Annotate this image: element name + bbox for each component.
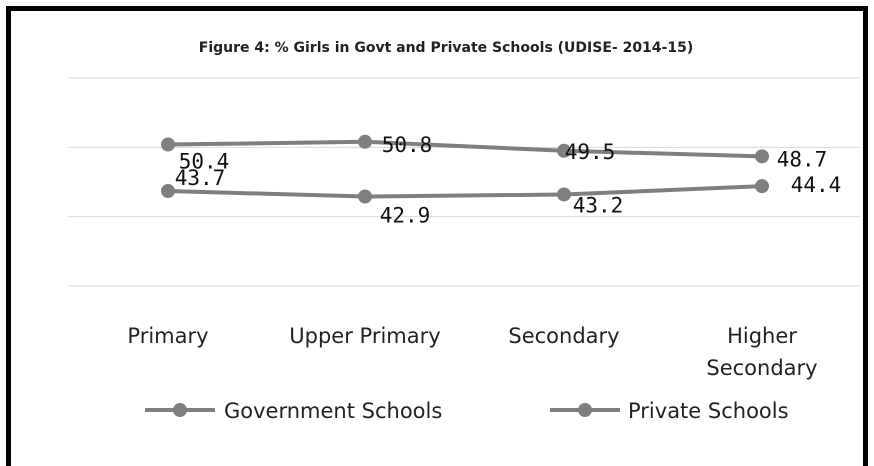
data-point bbox=[161, 184, 175, 199]
chart-frame bbox=[6, 6, 868, 466]
chart-title: Figure 4: % Girls in Govt and Private Sc… bbox=[199, 40, 693, 56]
series-line-private bbox=[167, 184, 763, 199]
legend-swatch-marker bbox=[578, 403, 592, 417]
data-label: 44.4 bbox=[791, 173, 842, 197]
data-label: 50.8 bbox=[382, 133, 433, 157]
line-chart: Figure 4: % Girls in Govt and Private Sc… bbox=[68, 40, 860, 423]
data-point bbox=[358, 134, 372, 149]
data-label: 43.2 bbox=[573, 193, 624, 217]
data-label: 42.9 bbox=[380, 204, 431, 228]
legend-label: Private Schools bbox=[628, 399, 789, 423]
data-label: 43.7 bbox=[175, 166, 226, 190]
data-point bbox=[161, 137, 175, 152]
legend-swatch-marker bbox=[173, 403, 187, 417]
data-point bbox=[557, 143, 571, 158]
legend-label: Government Schools bbox=[224, 399, 442, 423]
data-label: 49.5 bbox=[565, 140, 616, 164]
data-point bbox=[755, 179, 769, 194]
data-label: 50.4 bbox=[179, 150, 230, 174]
category-label: Upper Primary bbox=[289, 324, 440, 348]
data-label: 48.7 bbox=[777, 147, 828, 171]
category-label: Secondary bbox=[508, 324, 619, 348]
data-point bbox=[755, 149, 769, 164]
category-label: Primary bbox=[127, 324, 208, 348]
data-point bbox=[358, 189, 372, 204]
category-label: Higher Secondary bbox=[706, 324, 817, 380]
series-line-government bbox=[167, 139, 763, 159]
data-point bbox=[557, 187, 571, 202]
